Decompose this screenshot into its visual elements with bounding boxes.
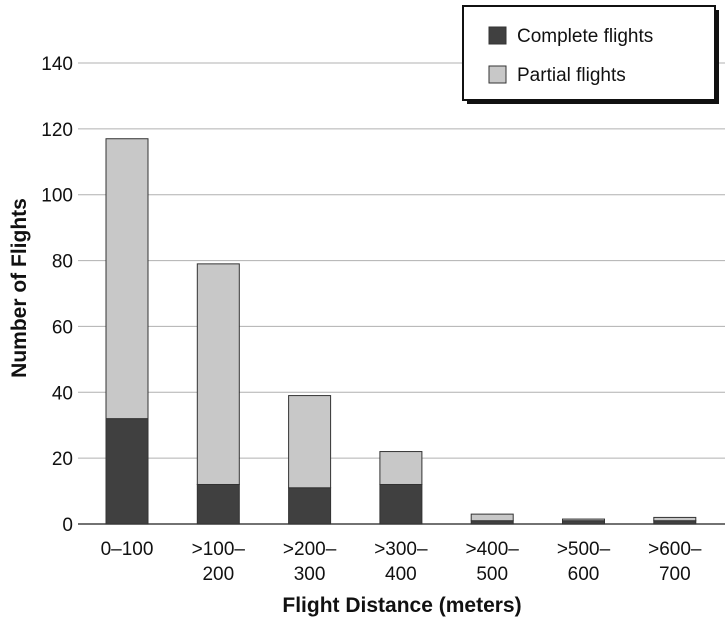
legend-swatch bbox=[488, 26, 507, 45]
bar-complete bbox=[196, 483, 240, 525]
grid-lines bbox=[78, 62, 725, 525]
bars bbox=[105, 138, 697, 525]
bar-partial bbox=[562, 518, 605, 522]
y-axis-title: Number of Flights bbox=[8, 198, 31, 378]
legend-label: Partial flights bbox=[517, 65, 626, 86]
y-tick-label: 100 bbox=[41, 186, 73, 207]
y-tick-label: 80 bbox=[52, 252, 73, 273]
y-tick-label: 20 bbox=[52, 449, 73, 470]
bar-complete bbox=[105, 418, 149, 525]
legend-label: Complete flights bbox=[517, 26, 653, 47]
bar-complete bbox=[288, 487, 332, 525]
y-tick-label: 120 bbox=[41, 120, 73, 141]
x-tick-label: >100– 200 bbox=[192, 539, 246, 585]
x-tick-label: >200– 300 bbox=[283, 539, 337, 585]
legend: Complete flights Partial flights bbox=[462, 5, 719, 104]
y-tick-label: 0 bbox=[62, 515, 73, 536]
y-tick-labels: 0 20 40 60 80 100 120 140 bbox=[41, 54, 73, 536]
legend-box bbox=[462, 5, 716, 101]
x-axis-title: Flight Distance (meters) bbox=[282, 594, 521, 617]
legend-swatch bbox=[488, 65, 507, 84]
y-tick-label: 60 bbox=[52, 317, 73, 338]
bar-partial bbox=[379, 451, 423, 485]
x-tick-label: >600– 700 bbox=[648, 539, 702, 585]
y-tick-label: 40 bbox=[52, 383, 73, 404]
bar-partial bbox=[470, 513, 514, 522]
bar-partial bbox=[105, 138, 149, 420]
y-tick-label: 140 bbox=[41, 54, 73, 75]
bar-partial bbox=[653, 516, 697, 522]
x-tick-label: >500– 600 bbox=[557, 539, 611, 585]
bar-complete bbox=[379, 483, 423, 525]
x-tick-labels: 0–100 >100– 200 >200– 300 >300– 400 >400– 500 >50… bbox=[101, 539, 702, 585]
bar-partial bbox=[196, 263, 240, 485]
x-tick-label: >300– 400 bbox=[374, 539, 428, 585]
x-tick-label: 0–100 bbox=[101, 539, 154, 560]
bar-partial bbox=[288, 395, 332, 489]
x-tick-label: >400– 500 bbox=[466, 539, 520, 585]
